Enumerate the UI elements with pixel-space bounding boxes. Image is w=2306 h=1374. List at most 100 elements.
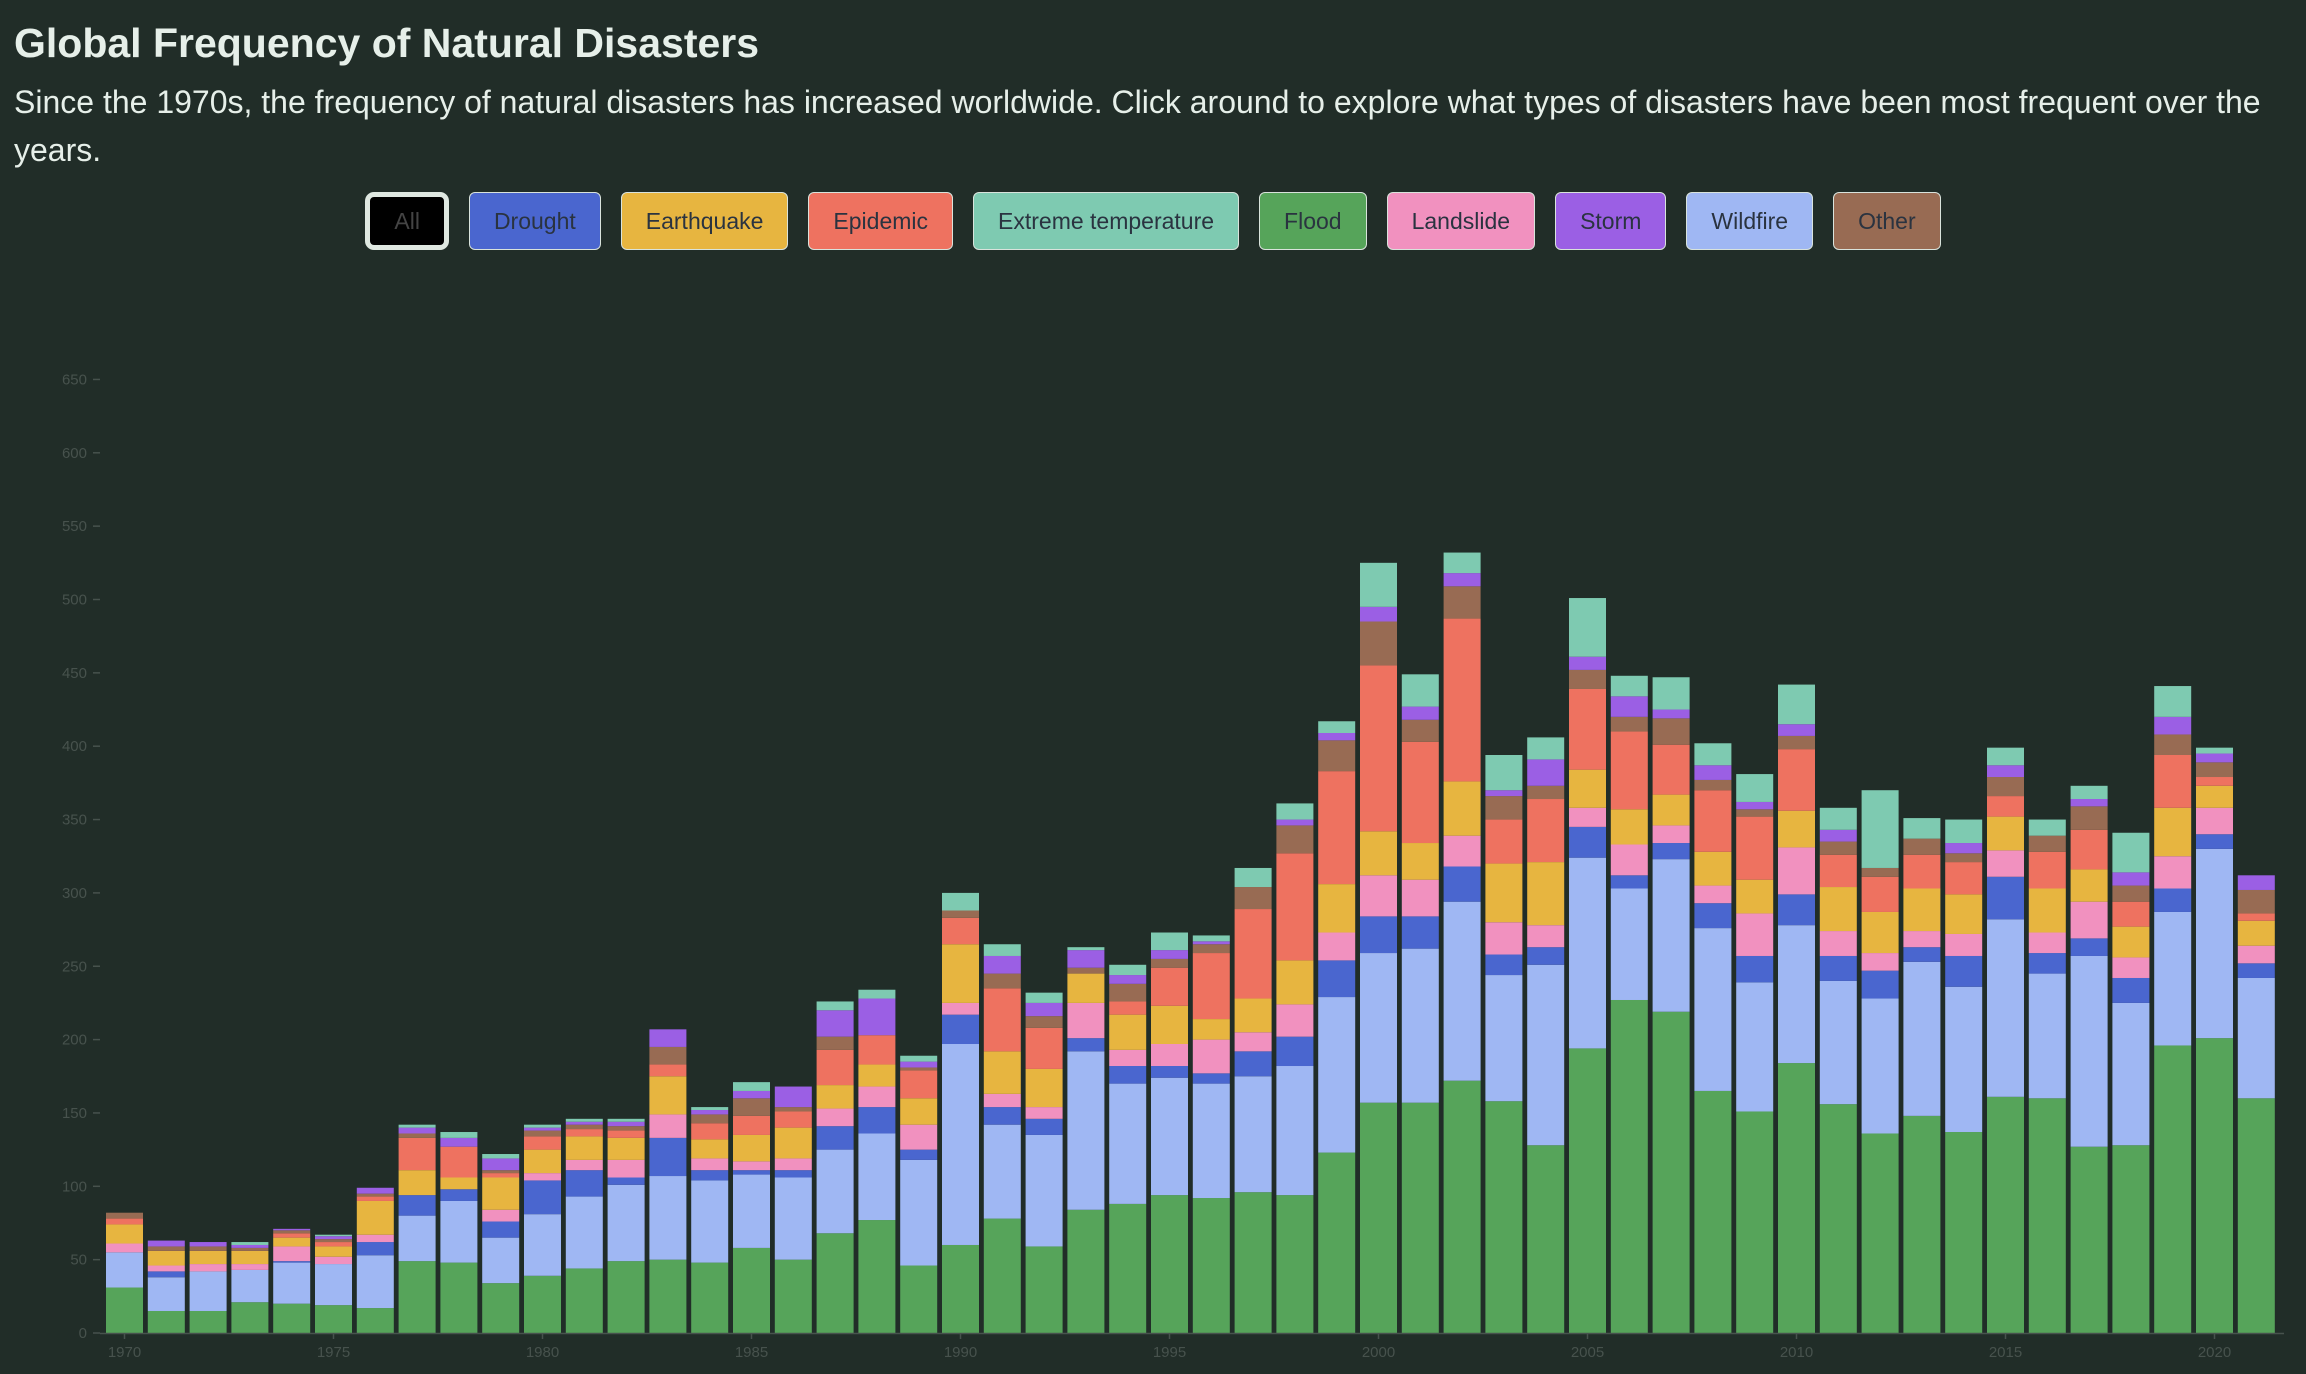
bar-segment-drought[interactable] [1569, 826, 1606, 858]
bar-segment-other[interactable] [1234, 887, 1272, 910]
bar-segment-landslide[interactable] [1234, 1032, 1272, 1052]
bar-segment-storm[interactable] [733, 1090, 770, 1099]
filter-button-landslide[interactable]: Landslide [1386, 192, 1536, 250]
bar-segment-other[interactable] [106, 1212, 143, 1219]
filter-button-earthquake[interactable]: Earthquake [620, 192, 789, 250]
bar-segment-extreme-temperature[interactable] [1903, 818, 1941, 839]
filter-button-wildfire[interactable]: Wildfire [1686, 192, 1814, 250]
bar-segment-flood[interactable] [1778, 1063, 1815, 1333]
bar-segment-epidemic[interactable] [356, 1196, 394, 1201]
bar-segment-drought[interactable] [524, 1180, 561, 1215]
bar-segment-flood[interactable] [733, 1247, 770, 1333]
bar-segment-epidemic[interactable] [315, 1242, 352, 1247]
bar-segment-earthquake[interactable] [2196, 785, 2233, 808]
bar-segment-drought[interactable] [273, 1261, 311, 1263]
bar-segment-flood[interactable] [1569, 1048, 1606, 1333]
bar-segment-other[interactable] [1443, 586, 1481, 619]
bar-segment-landslide[interactable] [524, 1173, 561, 1181]
bar-segment-wildfire[interactable] [1025, 1134, 1063, 1247]
bar-segment-other[interactable] [315, 1239, 352, 1243]
bar-segment-storm[interactable] [2154, 716, 2192, 735]
bar-segment-earthquake[interactable] [2070, 869, 2108, 902]
filter-button-all[interactable]: All [365, 192, 449, 250]
bar-column-1977[interactable] [398, 1124, 436, 1333]
bar-column-1999[interactable] [1318, 721, 1356, 1333]
bar-segment-earthquake[interactable] [356, 1200, 394, 1235]
bar-segment-extreme-temperature[interactable] [1652, 677, 1690, 710]
bar-segment-storm[interactable] [1360, 606, 1397, 622]
bar-column-1982[interactable] [607, 1118, 645, 1333]
bar-column-1981[interactable] [565, 1118, 603, 1333]
bar-segment-extreme-temperature[interactable] [1025, 992, 1063, 1003]
bar-segment-earthquake[interactable] [440, 1177, 478, 1190]
bar-segment-epidemic[interactable] [1443, 618, 1481, 782]
bar-segment-drought[interactable] [733, 1170, 770, 1175]
bar-segment-extreme-temperature[interactable] [2070, 785, 2108, 800]
bar-segment-epidemic[interactable] [1485, 819, 1523, 864]
bar-segment-epidemic[interactable] [1903, 854, 1941, 889]
bar-segment-wildfire[interactable] [2070, 955, 2108, 1147]
bar-segment-flood[interactable] [1861, 1133, 1899, 1333]
bar-segment-storm[interactable] [273, 1228, 311, 1231]
bar-segment-drought[interactable] [1360, 916, 1397, 954]
bar-segment-earthquake[interactable] [1025, 1068, 1063, 1108]
bar-segment-flood[interactable] [774, 1259, 812, 1333]
bar-segment-flood[interactable] [273, 1303, 311, 1333]
bar-segment-flood[interactable] [2112, 1145, 2150, 1333]
bar-segment-wildfire[interactable] [1861, 998, 1899, 1134]
bar-segment-storm[interactable] [983, 955, 1021, 974]
bar-segment-wildfire[interactable] [356, 1255, 394, 1309]
filter-button-other[interactable]: Other [1833, 192, 1941, 250]
bar-segment-drought[interactable] [2237, 963, 2275, 978]
bar-segment-extreme-temperature[interactable] [1610, 675, 1648, 697]
bar-segment-extreme-temperature[interactable] [2028, 819, 2066, 836]
bar-segment-flood[interactable] [1067, 1209, 1105, 1333]
bar-segment-wildfire[interactable] [1610, 888, 1648, 1000]
bar-segment-flood[interactable] [1401, 1102, 1439, 1333]
bar-column-2001[interactable] [1401, 674, 1439, 1333]
bar-segment-other[interactable] [1527, 785, 1565, 800]
bar-segment-flood[interactable] [1652, 1011, 1690, 1333]
bar-segment-landslide[interactable] [1610, 844, 1648, 876]
bar-segment-flood[interactable] [2154, 1045, 2192, 1333]
bar-segment-wildfire[interactable] [2196, 848, 2233, 1039]
bar-segment-storm[interactable] [1778, 724, 1815, 736]
bar-segment-flood[interactable] [2028, 1098, 2066, 1333]
bar-segment-storm[interactable] [482, 1158, 520, 1171]
bar-segment-wildfire[interactable] [1527, 964, 1565, 1146]
bar-column-2011[interactable] [1819, 807, 1857, 1333]
bar-segment-earthquake[interactable] [1527, 862, 1565, 926]
bar-segment-earthquake[interactable] [2028, 888, 2066, 933]
bar-segment-extreme-temperature[interactable] [1778, 684, 1815, 725]
bar-column-2004[interactable] [1527, 737, 1565, 1333]
bar-column-1985[interactable] [733, 1082, 770, 1333]
bar-segment-earthquake[interactable] [1945, 894, 1983, 934]
bar-segment-drought[interactable] [649, 1137, 687, 1177]
bar-segment-wildfire[interactable] [189, 1271, 227, 1311]
bar-segment-other[interactable] [356, 1193, 394, 1197]
bar-segment-extreme-temperature[interactable] [1234, 867, 1272, 888]
bar-segment-other[interactable] [607, 1126, 645, 1131]
bar-segment-epidemic[interactable] [2070, 829, 2108, 870]
bar-segment-wildfire[interactable] [1945, 986, 1983, 1133]
bar-segment-flood[interactable] [2196, 1038, 2233, 1333]
bar-column-1970[interactable] [106, 1212, 143, 1333]
bar-segment-extreme-temperature[interactable] [900, 1055, 938, 1062]
bar-segment-epidemic[interactable] [2154, 755, 2192, 808]
bar-segment-epidemic[interactable] [565, 1129, 603, 1137]
bar-segment-extreme-temperature[interactable] [315, 1234, 352, 1237]
bar-segment-extreme-temperature[interactable] [1736, 774, 1774, 802]
bar-segment-drought[interactable] [1527, 947, 1565, 965]
bar-segment-storm[interactable] [1485, 790, 1523, 797]
bar-segment-earthquake[interactable] [691, 1139, 729, 1159]
bar-segment-other[interactable] [1360, 621, 1397, 666]
bar-segment-drought[interactable] [983, 1107, 1021, 1125]
filter-button-epidemic[interactable]: Epidemic [808, 192, 954, 250]
bar-segment-wildfire[interactable] [1987, 919, 2024, 1097]
bar-segment-earthquake[interactable] [1109, 1014, 1147, 1050]
bar-segment-other[interactable] [1067, 967, 1105, 974]
bar-segment-landslide[interactable] [482, 1209, 520, 1222]
bar-segment-epidemic[interactable] [1778, 749, 1815, 811]
bar-segment-landslide[interactable] [900, 1124, 938, 1150]
bar-column-2003[interactable] [1485, 755, 1523, 1333]
